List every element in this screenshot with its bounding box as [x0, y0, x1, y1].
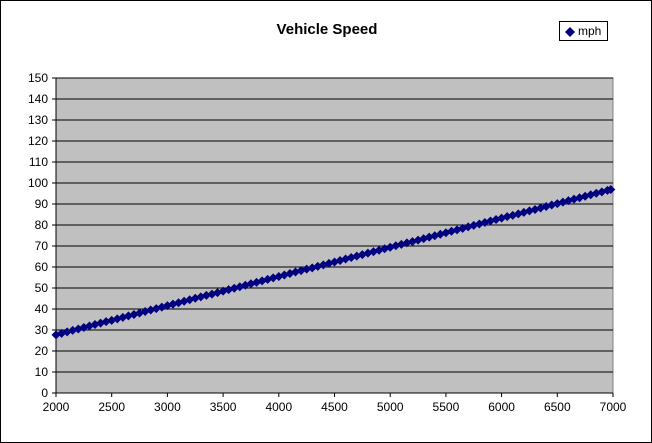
y-tick-label: 40: [35, 302, 49, 316]
legend: mph: [559, 21, 608, 41]
legend-label: mph: [578, 24, 602, 38]
plot-area: [55, 77, 614, 394]
x-tick-label: 4500: [321, 400, 348, 414]
x-tick-label: 7000: [600, 400, 627, 414]
y-tick-label: 10: [35, 365, 49, 379]
x-tick-label: 5500: [433, 400, 460, 414]
y-tick-label: 0: [41, 386, 48, 400]
y-tick-label: 70: [35, 239, 49, 253]
chart-title: Vehicle Speed: [276, 21, 378, 38]
gridlines: [56, 77, 613, 373]
x-tick-label: 5000: [377, 400, 404, 414]
y-tick-label: 150: [28, 71, 48, 85]
data-point: [335, 255, 345, 265]
x-tick-label: 3500: [210, 400, 237, 414]
y-tick-label: 50: [35, 281, 49, 295]
y-tick-label: 100: [28, 176, 48, 190]
y-tick-label: 80: [35, 218, 49, 232]
y-tick-label: 60: [35, 260, 49, 274]
y-tick-label: 30: [35, 323, 49, 337]
y-tick-label: 90: [35, 197, 49, 211]
y-axis-tick-labels: 0 10 20 30 40 50 60 70 80 90 100 110 120 130 140 150: [28, 71, 56, 400]
legend-diamond-icon: [565, 27, 575, 37]
data-points: [51, 185, 616, 340]
y-tick-label: 20: [35, 344, 49, 358]
y-tick-label: 110: [29, 155, 48, 169]
x-tick-label: 2500: [98, 400, 125, 414]
data-point: [606, 185, 616, 195]
x-tick-label: 6500: [544, 400, 571, 414]
y-tick-label: 130: [28, 113, 48, 127]
x-tick-label: 3000: [154, 400, 181, 414]
x-tick-label: 6000: [488, 400, 515, 414]
x-tick-label: 2000: [43, 400, 70, 414]
x-axis-tick-labels: 2000 2500 3000 3500 4000 4500 5000 5500 6000 6500…: [43, 393, 627, 414]
y-tick-label: 140: [28, 92, 48, 106]
y-tick-label: 120: [28, 134, 48, 148]
x-tick-label: 4000: [265, 400, 292, 414]
